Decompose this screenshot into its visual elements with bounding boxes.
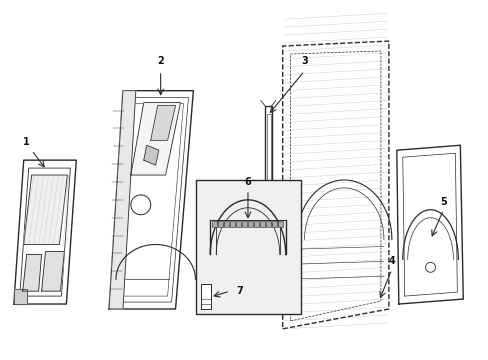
Bar bbox=[242, 221, 246, 227]
Polygon shape bbox=[201, 284, 211, 309]
Text: 6: 6 bbox=[244, 177, 251, 187]
Text: 1: 1 bbox=[23, 137, 30, 147]
Polygon shape bbox=[109, 91, 193, 309]
Polygon shape bbox=[150, 105, 175, 140]
Bar bbox=[247, 221, 252, 227]
Bar bbox=[218, 221, 223, 227]
Text: 2: 2 bbox=[157, 56, 163, 66]
Text: 5: 5 bbox=[439, 197, 446, 207]
Bar bbox=[265, 221, 270, 227]
Polygon shape bbox=[14, 289, 27, 304]
Polygon shape bbox=[264, 105, 271, 264]
Bar bbox=[259, 221, 264, 227]
Bar bbox=[253, 221, 258, 227]
Polygon shape bbox=[14, 160, 76, 304]
Polygon shape bbox=[143, 145, 158, 165]
Bar bbox=[271, 221, 276, 227]
Bar bbox=[212, 221, 217, 227]
Bar bbox=[230, 221, 235, 227]
Text: 3: 3 bbox=[301, 56, 307, 66]
FancyBboxPatch shape bbox=[196, 180, 300, 314]
Polygon shape bbox=[131, 103, 180, 175]
Text: 7: 7 bbox=[236, 286, 243, 296]
Bar bbox=[236, 221, 241, 227]
Text: 4: 4 bbox=[387, 256, 394, 266]
Polygon shape bbox=[24, 175, 67, 244]
Polygon shape bbox=[22, 255, 41, 291]
Bar bbox=[277, 221, 282, 227]
Polygon shape bbox=[41, 251, 64, 291]
Bar bbox=[224, 221, 229, 227]
Polygon shape bbox=[109, 91, 136, 309]
Polygon shape bbox=[396, 145, 462, 304]
